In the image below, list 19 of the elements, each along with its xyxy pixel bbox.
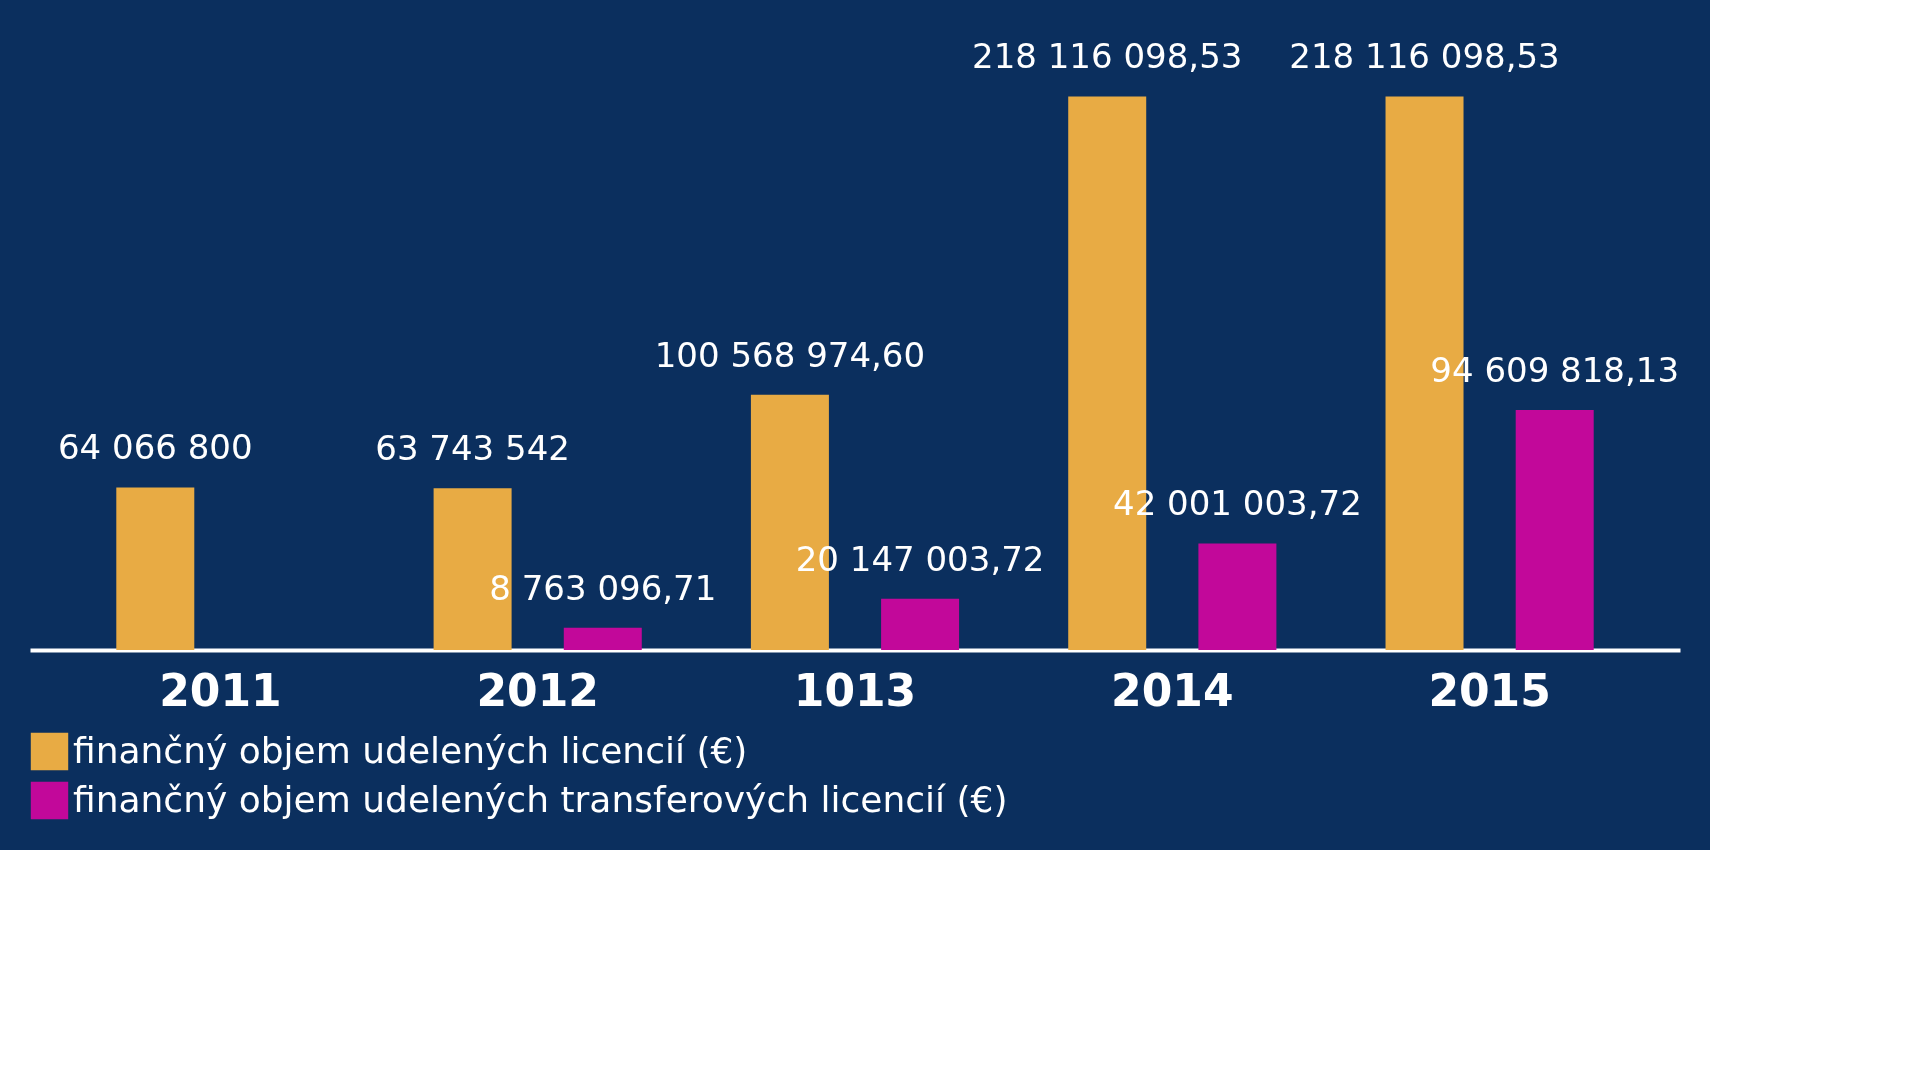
data-label: 64 066 800 — [57, 427, 253, 468]
x-tick-label: 2014 — [1111, 664, 1234, 716]
data-label: 100 568 974,60 — [654, 334, 926, 375]
bar — [563, 627, 642, 650]
bar — [433, 488, 512, 650]
legend-label: finančný objem udelených licencií (€) — [73, 729, 748, 771]
x-tick-label: 2012 — [476, 664, 599, 716]
x-tick-label: 1013 — [793, 664, 917, 716]
data-label: 63 743 542 — [375, 428, 570, 469]
x-tick-label: 2011 — [159, 664, 282, 716]
data-label: 218 116 098,53 — [1289, 36, 1560, 77]
bar — [1515, 409, 1594, 650]
data-label: 8 763 096,71 — [489, 567, 717, 608]
x-tick-label: 2015 — [1428, 664, 1551, 716]
bar — [1198, 543, 1277, 650]
bar — [881, 598, 960, 650]
data-label: 218 116 098,53 — [972, 36, 1243, 77]
bar — [116, 487, 195, 650]
legend-label: finančný objem udelených transferových licencií (€) — [73, 778, 1008, 820]
